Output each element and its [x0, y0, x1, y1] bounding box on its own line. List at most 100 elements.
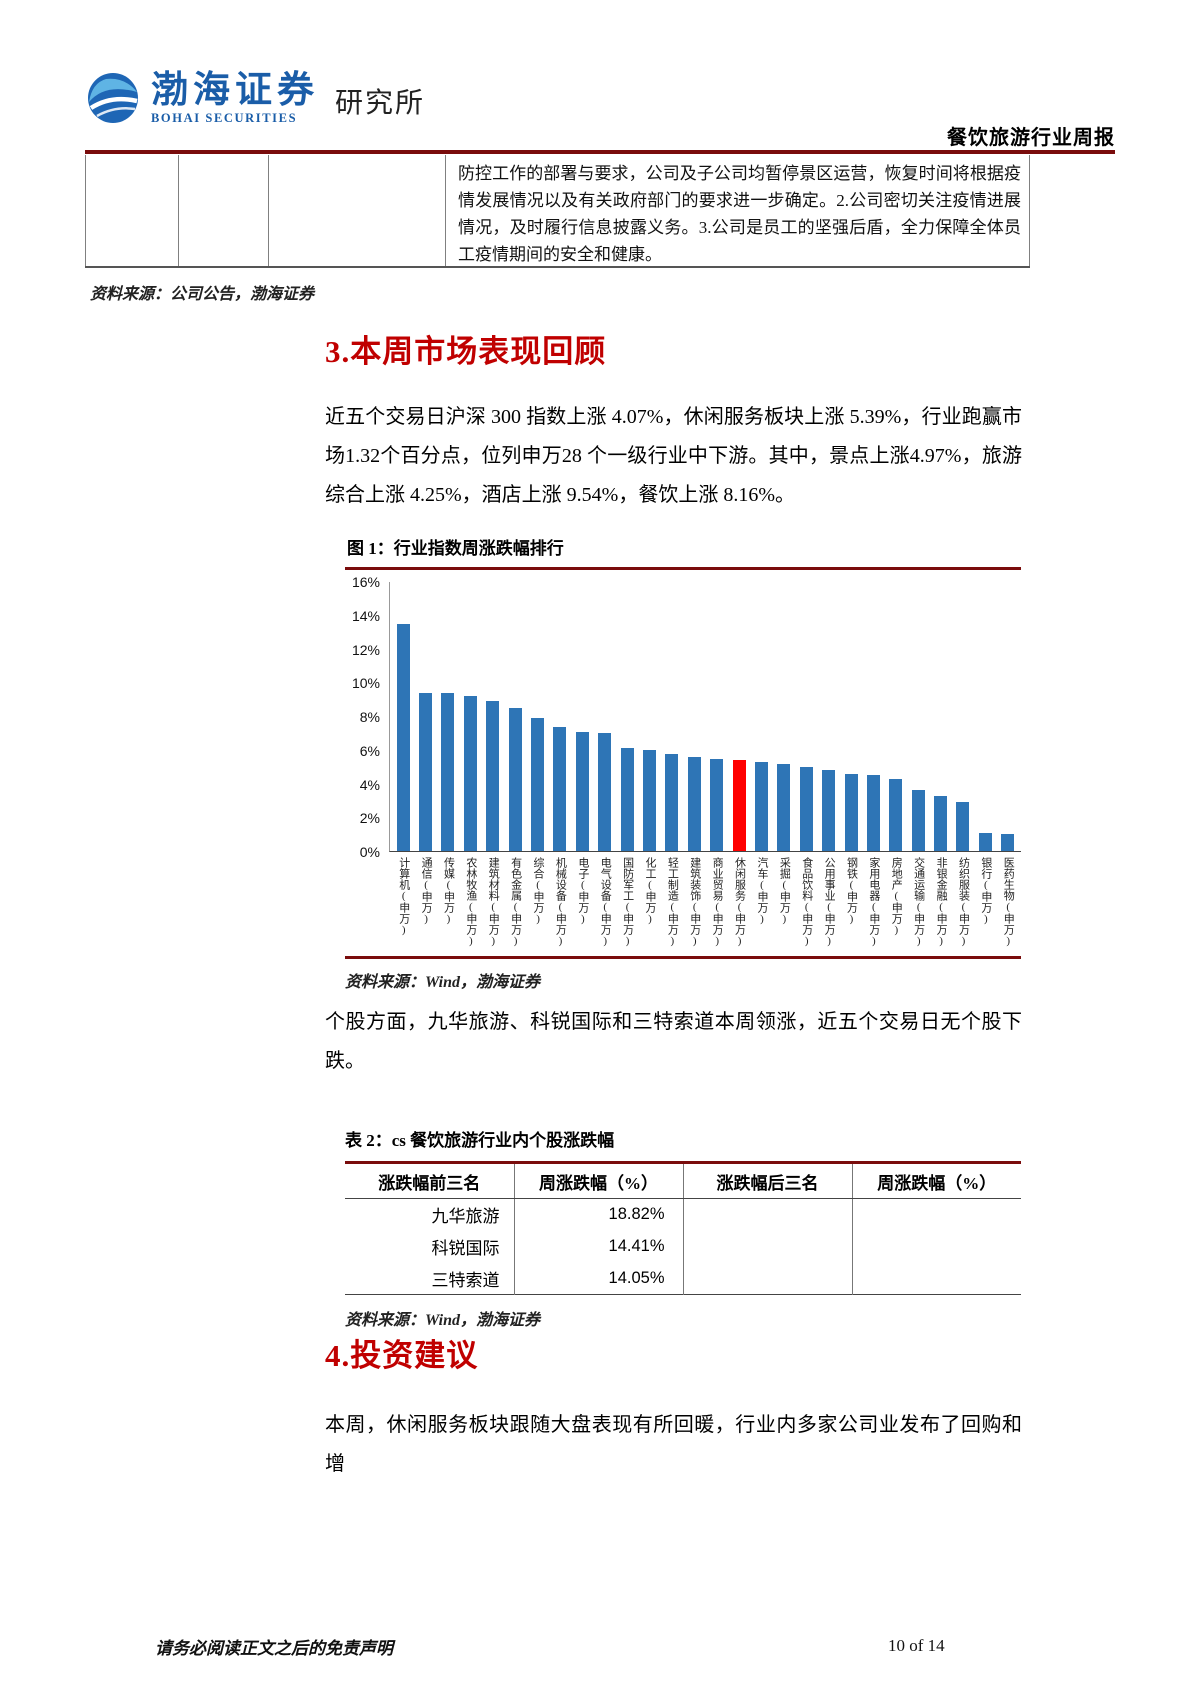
x-label-slot: 纺织服装(申万) [952, 857, 974, 956]
x-label-slot: 农林牧渔(申万) [459, 857, 481, 956]
bar-传媒(申万) [437, 582, 459, 851]
x-label: 综合(申万) [532, 857, 545, 925]
x-label: 家用电器(申万) [867, 857, 880, 947]
carryover-table: 防控工作的部署与要求，公司及子公司均暂停景区运营，恢复时间将根据疫情发展情况以及… [85, 155, 1030, 268]
x-label: 农林牧渔(申万) [464, 857, 477, 947]
x-label-slot: 有色金属(申万) [504, 857, 526, 956]
table-cell [852, 1199, 1021, 1231]
x-label: 电气设备(申万) [599, 857, 612, 947]
x-label-slot: 采掘(申万) [773, 857, 795, 956]
bar-综合(申万) [526, 582, 548, 851]
table-2-title: 表 2：cs 餐饮旅游行业内个股涨跌幅 [345, 1131, 615, 1150]
x-label-slot: 机械设备(申万) [549, 857, 571, 956]
x-label-slot: 公用事业(申万) [817, 857, 839, 956]
bar-通信(申万) [414, 582, 436, 851]
bar-化工(申万) [638, 582, 660, 851]
x-label: 采掘(申万) [778, 857, 791, 925]
x-label-slot: 化工(申万) [638, 857, 660, 956]
x-label-slot: 食品饮料(申万) [795, 857, 817, 956]
bar-采掘(申万) [773, 582, 795, 851]
table-2-header-row: 涨跌幅前三名 周涨跌幅（%） 涨跌幅后三名 周涨跌幅（%） [345, 1162, 1021, 1199]
x-label: 钢铁(申万) [845, 857, 858, 925]
bar-汽车(申万) [750, 582, 772, 851]
x-label-slot: 休闲服务(申万) [728, 857, 750, 956]
x-label-slot: 家用电器(申万) [862, 857, 884, 956]
brand-text: 渤海证券 BOHAI SECURITIES [151, 70, 319, 126]
bar-商业贸易(申万) [705, 582, 727, 851]
bar-建筑装饰(申万) [683, 582, 705, 851]
x-label: 公用事业(申万) [823, 857, 836, 947]
carryover-col-1 [85, 155, 178, 266]
bar-chart: 16% 14% 12% 10% 8% 6% 4% 2% 0% 计算机(申万) 通信(申万) 传媒(申… [345, 570, 1021, 956]
report-title: 餐饮旅游行业周报 [947, 127, 1115, 149]
stocks-paragraph: 个股方面，九华旅游、科锐国际和三特索道本周领涨，近五个交易日无个股下跌。 [325, 1011, 1022, 1072]
y-tick: 16% [351, 574, 380, 590]
bar-休闲服务(申万) [728, 582, 750, 851]
x-label-slot: 汽车(申万) [750, 857, 772, 956]
carryover-col-3 [268, 155, 445, 266]
x-label-slot: 房地产(申万) [885, 857, 907, 956]
table-2-header-cell: 涨跌幅后三名 [683, 1162, 853, 1199]
table-cell: 14.05% [514, 1262, 684, 1295]
x-label: 机械设备(申万) [554, 857, 567, 947]
brand-dept: 研究所 [335, 88, 426, 119]
footer-disclaimer: 请务必阅读正文之后的免责声明 [155, 1639, 393, 1658]
figure-1-top-rule [345, 567, 1021, 570]
chart-y-axis: 16% 14% 12% 10% 8% 6% 4% 2% 0% [345, 574, 389, 860]
x-label: 建筑材料(申万) [487, 857, 500, 947]
table-row: 九华旅游 18.82% [345, 1198, 1021, 1231]
chart-plot [389, 582, 1021, 852]
carryover-source: 资料来源：公司公告，渤海证券 [90, 286, 315, 303]
bar-家用电器(申万) [862, 582, 884, 851]
y-tick: 8% [359, 709, 380, 725]
table-row: 科锐国际 14.41% [345, 1230, 1021, 1263]
chart-plot-area: 计算机(申万) 通信(申万) 传媒(申万) 农林牧渔(申万) 建筑材料(申万) 有色金属(… [389, 582, 1021, 956]
page-header: 渤海证券 BOHAI SECURITIES 研究所 餐饮旅游行业周报 [85, 66, 1115, 152]
x-label-slot: 轻工制造(申万) [661, 857, 683, 956]
table-row: 三特索道 14.05% [345, 1262, 1021, 1295]
section-3-paragraph: 近五个交易日沪深 300 指数上涨 4.07%，休闲服务板块上涨 5.39%，行… [325, 406, 1022, 506]
table-cell [852, 1231, 1021, 1263]
x-label-slot: 建筑材料(申万) [482, 857, 504, 956]
y-tick: 6% [359, 742, 380, 759]
x-label: 银行(申万) [979, 857, 992, 925]
x-label: 化工(申万) [643, 857, 656, 925]
table-cell: 18.82% [514, 1198, 684, 1231]
x-label: 纺织服装(申万) [957, 857, 970, 947]
table-cell [683, 1262, 853, 1295]
section-4-title: 4.投资建议 [325, 1338, 479, 1373]
bar-医药生物(申万) [997, 582, 1019, 851]
brand-logo-icon [88, 73, 138, 123]
x-label: 房地产(申万) [890, 857, 903, 936]
table-cell: 九华旅游 [345, 1198, 515, 1231]
x-label-slot: 钢铁(申万) [840, 857, 862, 956]
table-2-source: 资料来源：Wind，渤海证券 [345, 1312, 540, 1329]
table-cell: 科锐国际 [345, 1230, 515, 1263]
x-label: 电子(申万) [576, 857, 589, 925]
x-label: 有色金属(申万) [509, 857, 522, 947]
x-label-slot: 国防军工(申万) [616, 857, 638, 956]
y-tick: 10% [351, 675, 380, 692]
x-label-slot: 医药生物(申万) [997, 857, 1019, 956]
figure-1-title: 图 1：行业指数周涨跌幅排行 [347, 539, 564, 558]
x-label-slot: 商业贸易(申万) [705, 857, 727, 956]
x-label: 医药生物(申万) [1002, 857, 1015, 947]
section-3-title: 3.本周市场表现回顾 [325, 334, 607, 369]
table-cell: 14.41% [514, 1230, 684, 1263]
x-label: 商业贸易(申万) [711, 857, 724, 947]
bar-农林牧渔(申万) [459, 582, 481, 851]
figure-1-bottom-rule [345, 956, 1021, 959]
x-label-slot: 电子(申万) [571, 857, 593, 956]
bar-计算机(申万) [392, 582, 414, 851]
x-label-slot: 通信(申万) [414, 857, 436, 956]
bar-纺织服装(申万) [952, 582, 974, 851]
bar-房地产(申万) [885, 582, 907, 851]
table-cell [852, 1263, 1021, 1295]
y-tick: 14% [351, 607, 380, 624]
bar-食品饮料(申万) [795, 582, 817, 851]
x-label: 汽车(申万) [755, 857, 768, 925]
bar-电子(申万) [571, 582, 593, 851]
chart-x-labels: 计算机(申万) 通信(申万) 传媒(申万) 农林牧渔(申万) 建筑材料(申万) 有色金属(… [390, 852, 1021, 956]
table-2-grid: 涨跌幅前三名 周涨跌幅（%） 涨跌幅后三名 周涨跌幅（%） 九华旅游 18.82% 科锐国… [345, 1161, 1021, 1295]
